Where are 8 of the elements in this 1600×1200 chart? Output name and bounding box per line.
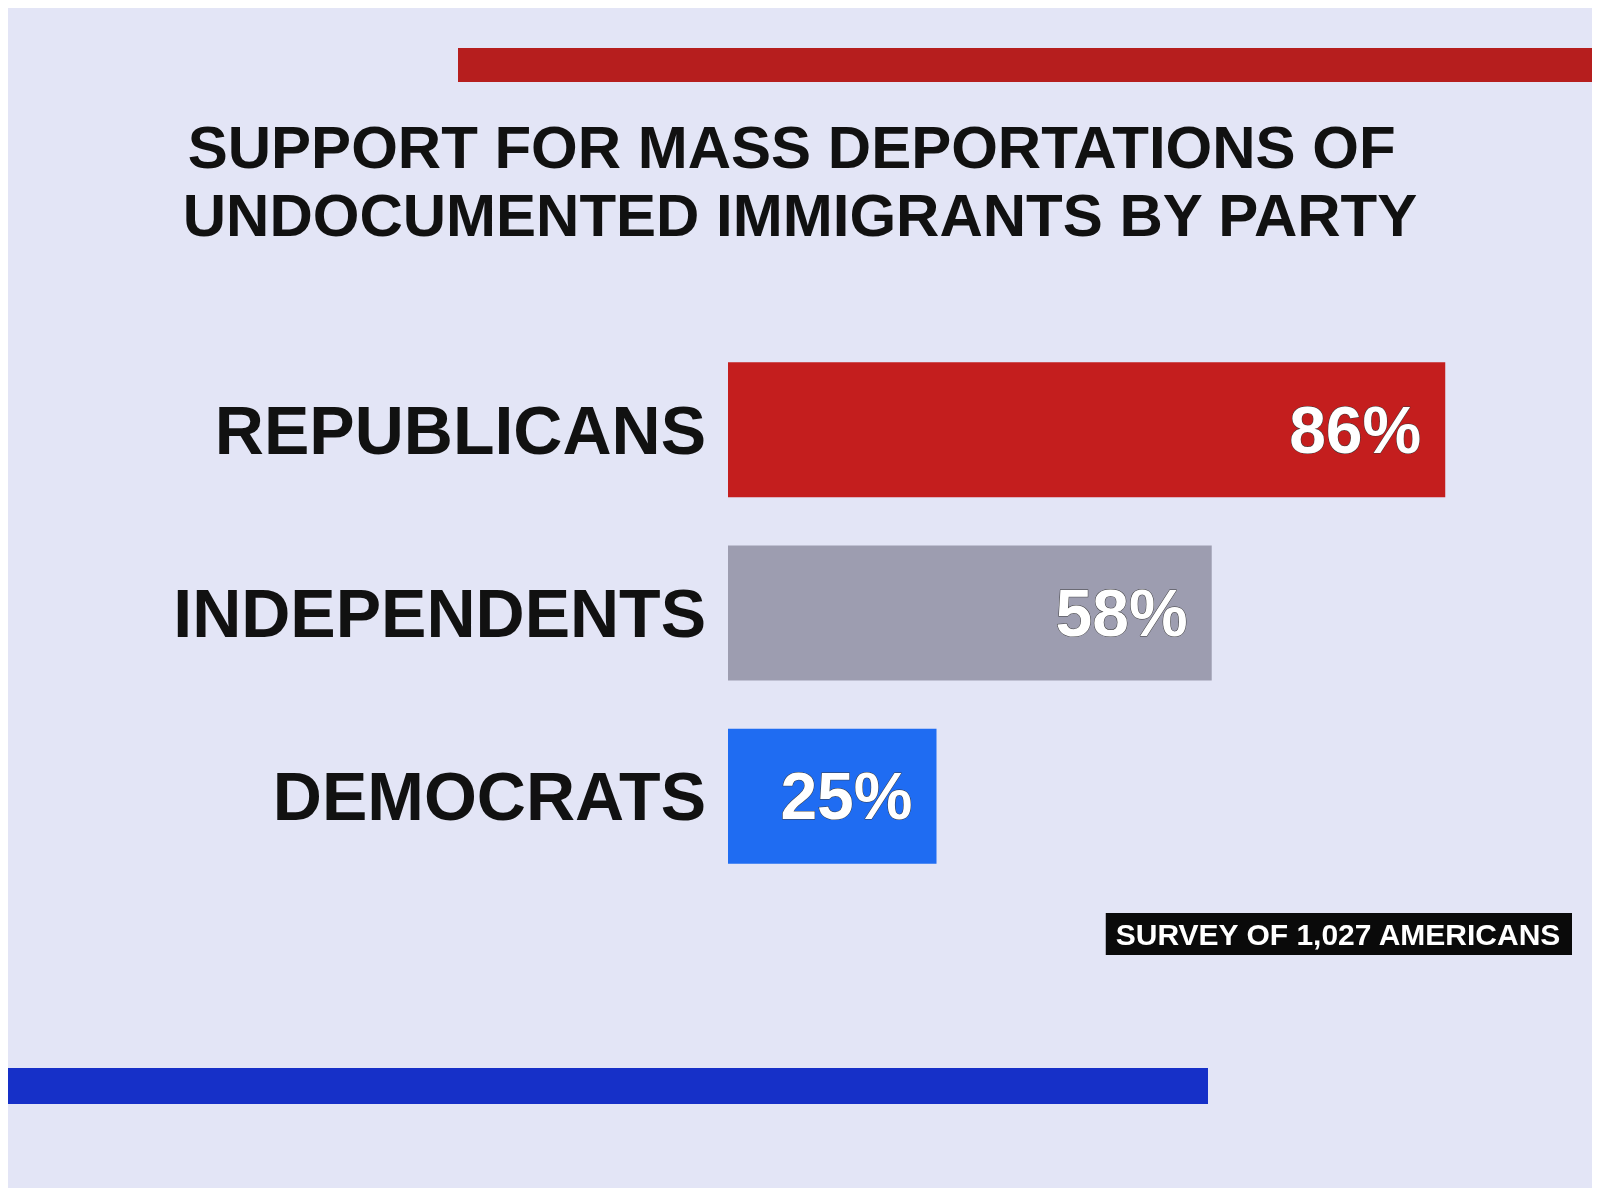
y-tick-label: INDEPENDENTS	[173, 575, 706, 651]
data-label: 86%	[1289, 392, 1422, 467]
text: SURVEY OF 1,027 AMERICANS	[1115, 917, 1561, 951]
data-label: 25%	[780, 759, 913, 834]
y-tick-label: DEMOCRATS	[272, 758, 706, 835]
data-label: 58%	[1055, 576, 1188, 650]
y-tick-label: REPUBLICANS	[214, 391, 706, 468]
chart-title: SUPPORT FOR MASS DEPORTATIONS OF UNDOCUMENTED IMMIGRANTS BY PARTY	[182, 113, 1418, 249]
